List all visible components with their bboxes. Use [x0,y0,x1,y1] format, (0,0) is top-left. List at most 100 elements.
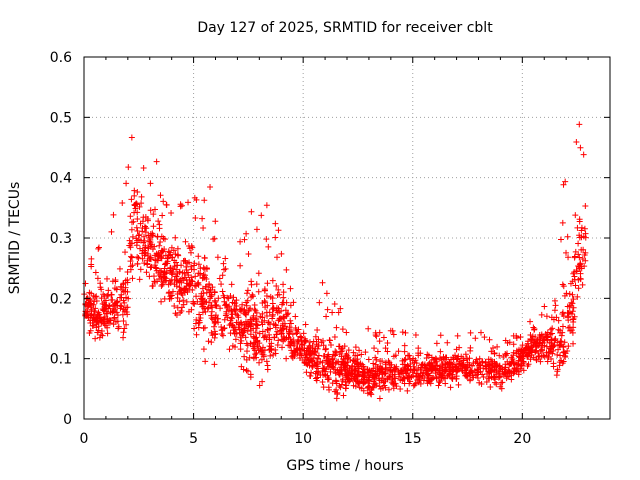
data-point [94,275,101,282]
axis-ticks [83,56,610,420]
data-point [157,238,164,245]
data-point [278,330,285,337]
data-point [528,335,535,342]
data-point [452,352,459,359]
data-point [436,379,443,386]
data-point [162,270,169,277]
data-point [245,250,252,257]
data-point [327,358,334,365]
data-point [119,200,126,207]
data-point [150,211,157,218]
data-point [199,285,206,292]
y-tick-label: 0.5 [50,110,72,126]
data-point [255,270,262,277]
data-point [323,290,330,297]
data-point [141,252,148,259]
data-point [201,272,208,279]
data-point [513,334,520,341]
data-point [152,256,159,263]
data-point [207,183,214,190]
data-point [397,385,404,392]
data-point [211,328,218,335]
data-point [228,314,235,321]
data-point [384,348,391,355]
data-point [553,314,560,321]
data-point [88,255,95,262]
data-point [306,339,313,346]
data-point [424,371,431,378]
data-point [192,214,199,221]
data-point [104,292,111,299]
data-point [93,319,100,326]
data-point [310,362,317,369]
data-point [547,326,554,333]
data-point [354,371,361,378]
data-point [213,301,220,308]
data-point [153,158,160,165]
data-point [539,339,546,346]
data-point [261,286,268,293]
scatter-points [81,121,589,402]
data-point [382,345,389,352]
data-point [325,351,332,358]
data-point [313,377,320,384]
data-point [98,286,105,293]
data-point [211,361,218,368]
data-point [404,387,411,394]
data-point [208,291,215,298]
data-point [139,247,146,254]
data-point [87,312,94,319]
data-point [371,381,378,388]
data-point [353,360,360,367]
data-point [208,302,215,309]
data-point [260,351,267,358]
data-point [441,368,448,375]
data-point [497,383,504,390]
data-point [384,340,391,347]
data-point [268,340,275,347]
data-point [409,369,416,376]
data-point [290,352,297,359]
data-point [401,348,408,355]
data-point [238,305,245,312]
data-point [537,334,544,341]
data-point [559,311,566,318]
data-point [334,391,341,398]
data-point [253,354,260,361]
data-point [263,236,270,243]
data-point [508,359,515,366]
data-point [398,370,405,377]
data-point [447,365,454,372]
data-point [302,321,309,328]
data-point [440,354,447,361]
data-point [141,233,148,240]
data-point [83,295,90,302]
data-point [174,245,181,252]
data-point [544,352,551,359]
data-point [270,351,277,358]
data-point [182,258,189,265]
data-point [100,307,107,314]
data-point [532,334,539,341]
data-point [89,322,96,329]
data-point [122,249,129,256]
data-point [341,343,348,350]
data-point [464,359,471,366]
data-point [217,305,224,312]
data-point [168,295,175,302]
data-point [280,314,287,321]
data-point [351,373,358,380]
data-point [96,334,103,341]
data-point [109,278,116,285]
data-point [200,225,207,232]
data-point [497,365,504,372]
data-point [472,335,479,342]
data-point [147,207,154,214]
data-point [575,285,582,292]
data-point [449,374,456,381]
data-point [199,295,206,302]
data-point [558,236,565,243]
data-point [338,381,345,388]
data-point [343,374,350,381]
data-point [279,320,286,327]
